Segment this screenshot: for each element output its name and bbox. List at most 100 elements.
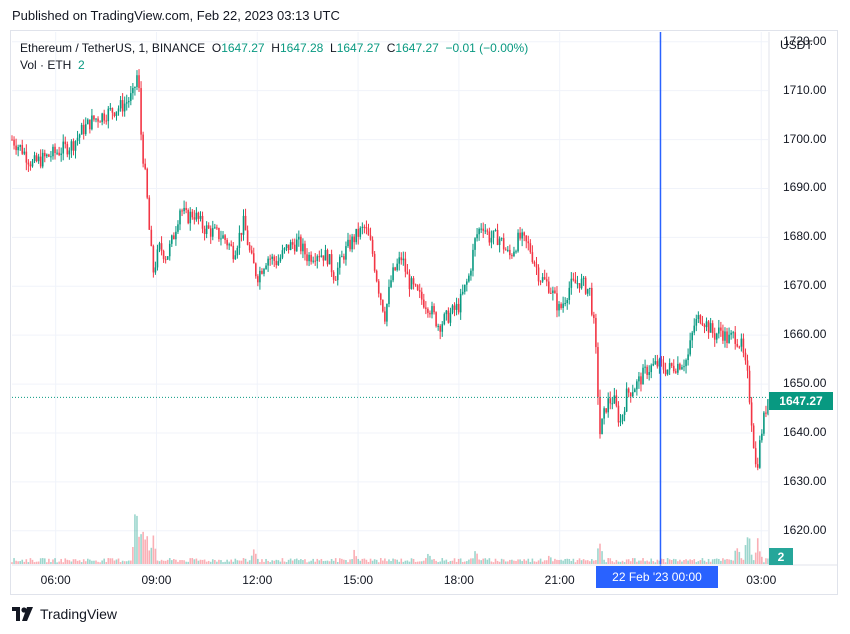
- volume-bar: [767, 558, 769, 564]
- candle-body: [281, 250, 284, 258]
- candle-body: [679, 363, 681, 370]
- volume-bar: [160, 559, 163, 564]
- candle-body: [19, 145, 21, 147]
- candle-body: [748, 370, 751, 403]
- candle-body: [722, 330, 724, 341]
- chart-pane[interactable]: [10, 30, 838, 595]
- candle-body: [675, 371, 677, 373]
- volume-bar: [754, 552, 757, 564]
- candle-body: [136, 75, 138, 87]
- candle-body: [683, 366, 685, 368]
- volume-bar: [396, 559, 398, 564]
- candle-body: [185, 207, 187, 211]
- volume-bar: [742, 559, 745, 564]
- candle-body: [400, 257, 403, 261]
- volume-bar: [466, 561, 468, 564]
- volume-bar: [242, 558, 245, 564]
- candle-body: [386, 304, 388, 322]
- volume-bar: [382, 560, 384, 564]
- volume-bar: [148, 550, 151, 564]
- symbol-name[interactable]: Ethereum / TetherUS, 1, BINANCE: [20, 41, 206, 55]
- volume-bar: [13, 558, 15, 564]
- candle-body: [576, 283, 579, 285]
- volume-bar: [695, 562, 698, 564]
- volume-bar: [539, 558, 542, 564]
- candle-body: [644, 366, 646, 368]
- candle-body: [404, 258, 407, 272]
- candle-body: [259, 270, 261, 283]
- volume-bar: [168, 558, 171, 564]
- candle-body: [146, 168, 149, 198]
- volume-bar: [138, 536, 140, 564]
- candle-body: [183, 207, 185, 212]
- volume-bar: [373, 559, 376, 564]
- candle-body: [420, 291, 423, 300]
- candle-body: [115, 111, 118, 116]
- volume-bar: [687, 560, 689, 564]
- candle-body: [394, 267, 396, 271]
- y-tick-label: 1620.00: [783, 522, 827, 537]
- volume-bar: [33, 562, 36, 564]
- volume-bar: [377, 562, 380, 564]
- candle-body: [125, 102, 128, 104]
- x-tick-label: 09:00: [141, 573, 172, 587]
- volume-bar: [711, 559, 714, 564]
- candle-body: [326, 250, 329, 265]
- volume-bar: [634, 558, 636, 564]
- volume-bar: [76, 560, 79, 564]
- currency-label[interactable]: USDT: [780, 38, 813, 52]
- volume-bar: [78, 560, 81, 564]
- candle-body: [152, 246, 155, 273]
- candle-body: [277, 261, 280, 266]
- volume-bar: [574, 562, 577, 564]
- published-caption: Published on TradingView.com, Feb 22, 20…: [12, 8, 340, 23]
- volume-bar: [70, 561, 73, 564]
- candle-body: [631, 392, 634, 397]
- candle-body: [502, 238, 505, 250]
- volume-bar: [300, 559, 302, 564]
- candle-body: [285, 244, 288, 248]
- tradingview-logo[interactable]: TradingView: [12, 606, 117, 622]
- volume-bar: [379, 557, 382, 564]
- ohlc-legend: Ethereum / TetherUS, 1, BINANCE O1647.27…: [20, 41, 528, 55]
- candle-body: [552, 290, 554, 294]
- volume-bar: [511, 559, 513, 564]
- volume-bar: [238, 560, 241, 564]
- candle-body: [629, 392, 632, 397]
- volume-bar: [291, 560, 294, 564]
- candle-body: [43, 152, 46, 157]
- candle-body: [255, 263, 257, 277]
- candle-body: [650, 365, 653, 373]
- candle-body: [341, 256, 343, 258]
- volume-bar: [269, 562, 271, 564]
- candle-body: [568, 287, 571, 300]
- volume-bar: [257, 558, 259, 564]
- candle-body: [306, 254, 308, 262]
- candle-body: [84, 124, 87, 135]
- candle-body: [515, 251, 517, 253]
- volume-bar: [326, 560, 329, 564]
- candle-body: [652, 363, 655, 366]
- low-value: 1647.27: [336, 41, 381, 55]
- volume-label[interactable]: Vol · ETH: [20, 58, 72, 72]
- candle-body: [140, 88, 142, 135]
- candle-body: [33, 155, 36, 162]
- volume-bar: [562, 560, 564, 564]
- candle-body: [410, 278, 413, 290]
- candle-body: [408, 274, 411, 290]
- y-tick-label: 1720.00: [783, 33, 827, 48]
- candle-body: [726, 331, 728, 344]
- candle-body: [554, 290, 556, 294]
- candle-body: [211, 228, 214, 237]
- change-value: −0.01 (−0.00%): [445, 41, 529, 55]
- candle-body: [367, 228, 370, 236]
- volume-bar: [677, 561, 679, 564]
- volume-bar: [144, 539, 146, 564]
- volume-bar: [476, 553, 478, 564]
- candle-body: [504, 249, 507, 251]
- volume-bar: [597, 548, 599, 564]
- volume-bar: [691, 560, 693, 564]
- volume-bar: [492, 562, 495, 564]
- candle-body: [418, 290, 421, 292]
